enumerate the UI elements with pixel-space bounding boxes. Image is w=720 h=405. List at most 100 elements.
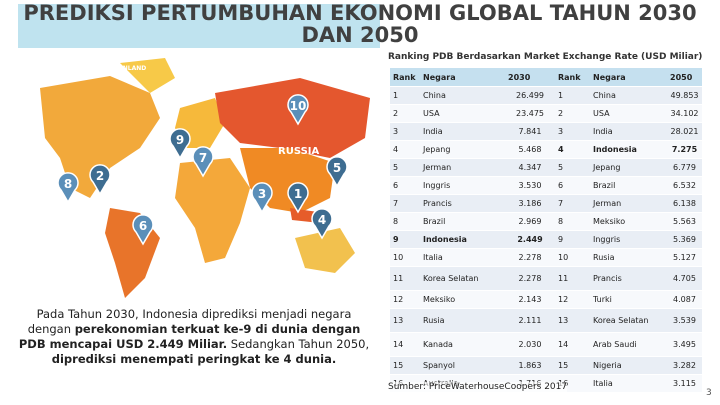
table-cell: 4.705 [667,266,702,291]
table-cell: Korea Selatan [420,266,505,291]
table-cell: China [420,86,505,105]
map-pin [326,156,348,188]
table-cell: 3.495 [667,332,702,357]
table-row: 7 Prancis 3.186 7 Jerman 6.138 [390,194,702,213]
table-row: 12 Meksiko 2.143 12 Turki 4.087 [390,290,702,309]
column-header: 2030 [505,68,555,87]
table-cell: 2.278 [505,266,555,291]
table-cell: 3.530 [505,176,555,195]
column-header: Rank [390,68,420,87]
table-cell: Meksiko [420,290,505,309]
table-cell: 49.853 [667,86,702,105]
table-cell: Arab Saudi [590,332,667,357]
text-part: Sedangkan Tahun 2050, [227,337,370,351]
africa [175,158,250,263]
table-cell: 2.449 [505,230,555,249]
table-cell: 5.563 [667,212,702,231]
table-cell: Meksiko [590,212,667,231]
table-cell: Prancis [590,266,667,291]
table-cell: 2.111 [505,308,555,333]
table-cell: Rusia [590,248,667,267]
table-row: 5 Jerman 4.347 5 Jepang 6.779 [390,158,702,177]
table-cell: Spanyol [420,356,505,375]
text-part: Pada Tahun 2030, Indonesia diprediksi me… [27,307,352,336]
table-row: 10 Italia 2.278 10 Rusia 5.127 [390,248,702,267]
title-band [18,4,380,48]
map-pin-number: 2 [96,169,104,183]
table-cell: 11 [390,266,420,291]
table-cell: 6.138 [667,194,702,213]
map-pin [287,182,309,214]
table-row: 8 Brazil 2.969 8 Meksiko 5.563 [390,212,702,231]
map-label: GREENLAND [105,65,146,72]
table-cell: 5.369 [667,230,702,249]
map-pin [132,214,154,246]
table-row: 13 Rusia 2.111 13 Korea Selatan 3.539 [390,308,702,333]
table-row: 3 India 7.841 3 India 28.021 [390,122,702,141]
table-cell: 10 [390,248,420,267]
table-cell: Inggris [420,176,505,195]
table-cell: Korea Selatan [590,308,667,333]
table-row: 9 Indonesia 2.449 9 Inggris 5.369 [390,230,702,249]
table-cell: 11 [555,266,590,291]
map-pin [57,172,79,204]
table-cell: Jepang [590,158,667,177]
map-label: RUSSIA [278,146,319,157]
table-cell: 15 [555,356,590,375]
table-cell: USA [590,104,667,123]
table-cell: 7.841 [505,122,555,141]
page-number: 3 [706,388,712,398]
map-pin-number: 1 [294,187,302,201]
table-cell: 5.468 [505,140,555,159]
map-pin [169,128,191,160]
table-cell: 5 [555,158,590,177]
table-cell: 7 [390,194,420,213]
asia [240,148,335,213]
table-cell: 12 [555,290,590,309]
map-pin [192,146,214,178]
table-cell: 8 [390,212,420,231]
table-cell: Turki [590,290,667,309]
column-header: Rank [555,68,590,87]
map-pin [311,208,333,240]
table-cell: 13 [390,308,420,333]
table-cell: USA [420,104,505,123]
table-cell: Inggris [590,230,667,249]
table-cell: 15 [390,356,420,375]
table-cell: 7.275 [667,140,702,159]
table-cell: 5.127 [667,248,702,267]
slide-title: PREDIKSI PERTUMBUHAN EKONOMI GLOBAL TAHU… [23,1,697,47]
table-cell: 1.863 [505,356,555,375]
north-america [40,76,160,198]
map-pin [287,94,309,126]
table-cell: 4 [555,140,590,159]
table-cell: Jerman [420,158,505,177]
table-cell: Brazil [590,176,667,195]
table-cell: 3 [555,122,590,141]
table-cell: 23.475 [505,104,555,123]
column-header: Negara [420,68,505,87]
table-cell: 13 [555,308,590,333]
table-cell: 8 [555,212,590,231]
table-row: 1 China 26.499 1 China 49.853 [390,86,702,105]
table-row: 2 USA 23.475 2 USA 34.102 [390,104,702,123]
table-cell: 9 [555,230,590,249]
map-pin-number: 4 [318,213,326,227]
column-header: 2050 [667,68,702,87]
table-cell: 1 [555,86,590,105]
table-cell: Jerman [590,194,667,213]
table-cell: 3.115 [667,374,702,393]
map-pin [89,164,111,196]
table-cell: 14 [390,332,420,357]
table-cell: 6.532 [667,176,702,195]
ranking-table: Rank Negara 2030 Rank Negara 2050 1 China 26.49… [390,68,702,393]
table-cell: 6.779 [667,158,702,177]
greenland [120,58,175,93]
table-cell: 3.539 [667,308,702,333]
table-cell: 4.347 [505,158,555,177]
header-row: Rank Negara 2030 Rank Negara 2050 [390,68,702,87]
table-cell: 3 [390,122,420,141]
table-cell: 2.278 [505,248,555,267]
table-cell: 3.186 [505,194,555,213]
table-cell: China [590,86,667,105]
